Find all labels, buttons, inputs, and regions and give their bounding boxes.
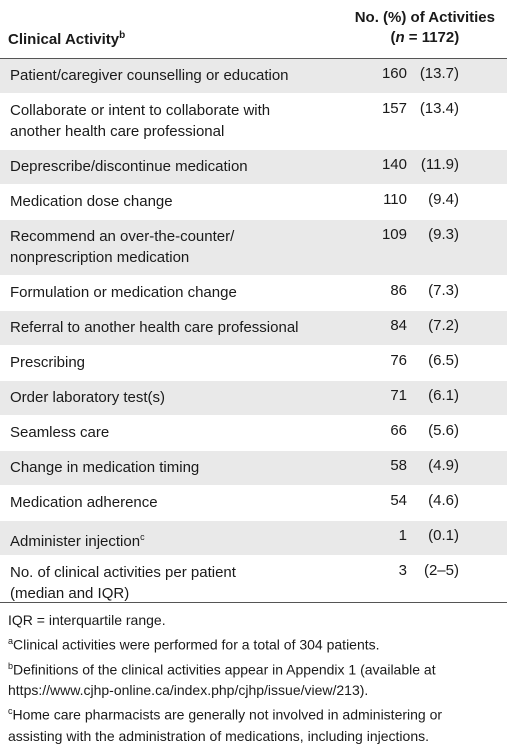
header-count-line1: No. (%) of Activities (354, 9, 495, 26)
header-activity-text: Clinical Activity (8, 31, 120, 48)
row-count: 1 (398, 527, 407, 544)
row-percent: (6.5) (428, 352, 459, 369)
table-footnotes: IQR = interquartile range. aClinical act… (8, 610, 508, 747)
row-percent: (6.1) (428, 387, 459, 404)
header-clinical-activity: Clinical Activityb (8, 30, 125, 48)
table-row: Order laboratory test(s) 71 (6.1) (0, 381, 507, 416)
row-percent: (9.4) (428, 191, 459, 208)
row-label: Medication dose change (10, 191, 173, 212)
row-count: 110 (383, 191, 407, 208)
header-activity-sup: b (119, 30, 126, 41)
row-percent: (4.9) (428, 457, 459, 474)
row-label-line1: Prescribing (10, 354, 86, 371)
row-label: Referral to another health care professi… (10, 317, 299, 338)
table-row: Change in medication timing 58 (4.9) (0, 451, 507, 486)
row-label: Formulation or medication change (10, 282, 237, 303)
row-label-line1: Medication adherence (10, 494, 158, 511)
row-label-line1: Administer injection (10, 533, 141, 550)
table-row: Administer injectionc 1 (0.1) (0, 521, 507, 556)
row-label: Deprescribe/discontinue medication (10, 156, 248, 177)
row-count: 157 (381, 100, 407, 117)
footnote-b: bDefinitions of the clinical activities … (8, 656, 508, 681)
footnote-a-text: Clinical activities were performed for a… (13, 636, 380, 653)
row-percent: (9.3) (428, 226, 459, 243)
row-percent: (13.7) (419, 65, 459, 82)
row-label: Recommend an over-the-counter/nonprescri… (10, 226, 234, 268)
row-label: Seamless care (10, 422, 109, 443)
row-label-line2: another health care professional (10, 123, 225, 140)
row-label: Patient/caregiver counselling or educati… (10, 65, 289, 86)
row-label: Administer injectionc (10, 527, 145, 552)
row-count: 66 (390, 422, 407, 439)
footnote-c: cHome care pharmacists are generally not… (8, 701, 508, 726)
table-header: Clinical Activityb No. (%) of Activities… (0, 0, 507, 59)
row-label: Medication adherence (10, 492, 158, 513)
row-label-line1: Recommend an over-the-counter/ (10, 228, 235, 245)
row-label: Collaborate or intent to collaborate wit… (10, 100, 270, 142)
row-count: 86 (390, 282, 407, 299)
row-label: No. of clinical activities per patient (m… (10, 562, 236, 604)
footnote-abbrev: IQR = interquartile range. (8, 612, 166, 628)
header-count-n: n (395, 29, 405, 46)
row-count: 140 (381, 156, 407, 173)
row-count: 71 (390, 387, 407, 404)
row-percent: (0.1) (428, 527, 459, 544)
row-count: 76 (390, 352, 407, 369)
table-row: Formulation or medication change 86 (7.3) (0, 276, 507, 311)
row-label-line1: Deprescribe/discontinue medication (10, 158, 248, 175)
row-label-line1: No. of clinical activities per patient (10, 564, 236, 581)
row-label-line1: Order laboratory test(s) (10, 389, 166, 406)
table-row: Recommend an over-the-counter/nonprescri… (0, 220, 507, 276)
row-label-line1: Formulation or medication change (10, 284, 237, 301)
table-row: Patient/caregiver counselling or educati… (0, 59, 507, 94)
row-label-line1: Medication dose change (10, 193, 173, 210)
row-label-sup: c (140, 532, 145, 542)
footnote-c-marker: c (8, 706, 13, 717)
row-label-line1: Patient/caregiver counselling or educati… (10, 67, 289, 84)
table-row: Seamless care 66 (5.6) (0, 416, 507, 451)
table-row: Medication dose change 110 (9.4) (0, 185, 507, 220)
row-label: Order laboratory test(s) (10, 387, 165, 408)
row-count: 160 (381, 65, 407, 82)
header-count-total: = 1172) (404, 29, 460, 46)
table-row: Medication adherence 54 (4.6) (0, 486, 507, 521)
row-label-line2: (median and IQR) (10, 585, 130, 602)
row-percent: (2–5) (423, 562, 459, 579)
row-percent: (4.6) (428, 492, 459, 509)
table-row: Prescribing 76 (6.5) (0, 346, 507, 381)
row-percent: (5.6) (428, 422, 459, 439)
row-count: 109 (381, 226, 407, 243)
row-percent: (13.4) (419, 100, 459, 117)
footnote-c-text-1: Home care pharmacists are generally not … (12, 706, 443, 723)
row-label-line2: nonprescription medication (10, 249, 190, 266)
row-label-line1: Collaborate or intent to collaborate wit… (10, 102, 271, 119)
footnote-a-marker: a (8, 636, 14, 646)
header-count: No. (%) of Activities (n = 1172) (355, 8, 495, 48)
row-percent: (7.2) (428, 317, 459, 334)
row-label-line1: Seamless care (10, 424, 110, 441)
row-label: Change in medication timing (10, 457, 199, 478)
table-row: No. of clinical activities per patient (m… (0, 556, 507, 612)
table-row: Referral to another health care professi… (0, 311, 507, 346)
footnote-b-marker: b (8, 660, 14, 671)
row-label: Prescribing (10, 352, 85, 373)
row-count: 54 (390, 492, 407, 509)
row-count: 58 (390, 457, 407, 474)
footnote-b-line2: https://www.cjhp-online.ca/index.php/cjh… (8, 682, 369, 699)
row-label-line1: Referral to another health care professi… (10, 319, 299, 336)
row-percent: (11.9) (420, 156, 459, 173)
table-row: Collaborate or intent to collaborate wit… (0, 94, 507, 150)
footnote-a: aClinical activities were performed for … (8, 631, 508, 656)
footnote-b-text-1: Definitions of the clinical activities a… (13, 661, 436, 678)
footnote-c-line2: assisting with the administration of med… (8, 727, 429, 744)
table-bottom-rule (0, 602, 507, 603)
header-count-line2: (n = 1172) (390, 29, 460, 46)
table-row: Deprescribe/discontinue medication 140 (11… (0, 150, 507, 185)
row-percent: (7.3) (428, 282, 459, 299)
row-count: 84 (390, 317, 407, 334)
table-body: Patient/caregiver counselling or educati… (0, 59, 507, 612)
row-count: 3 (398, 562, 407, 579)
row-label-line1: Change in medication timing (10, 459, 200, 476)
